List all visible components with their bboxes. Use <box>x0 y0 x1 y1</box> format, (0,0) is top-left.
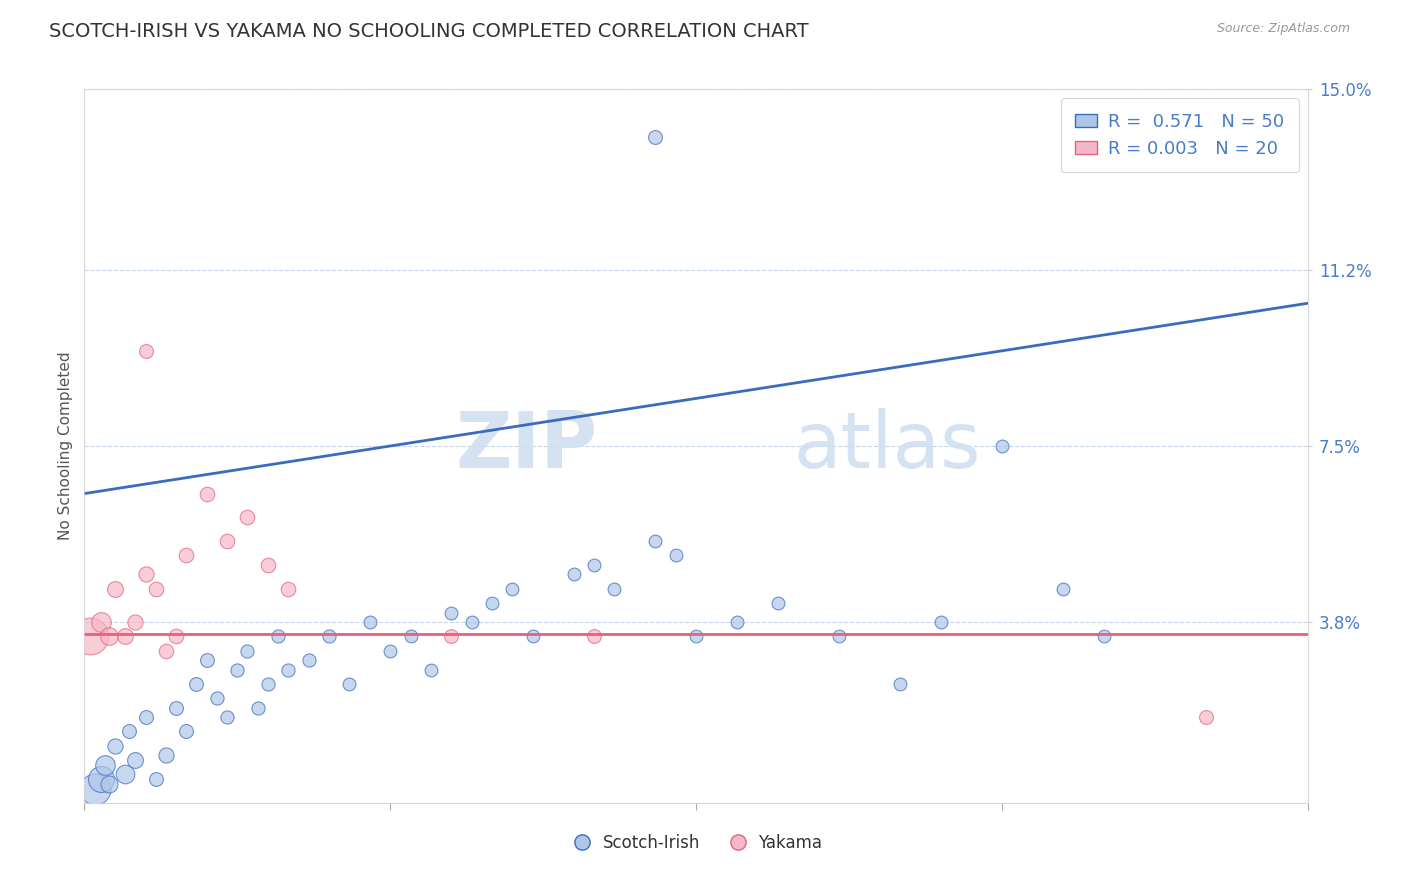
Point <box>339 677 361 691</box>
Point <box>828 629 851 643</box>
Y-axis label: No Schooling Completed: No Schooling Completed <box>58 351 73 541</box>
Point <box>226 663 249 677</box>
Point <box>359 615 381 629</box>
Point <box>104 582 127 596</box>
Point <box>481 596 503 610</box>
Point <box>380 643 402 657</box>
Point <box>93 757 115 772</box>
Point <box>246 700 269 714</box>
Text: ZIP: ZIP <box>456 408 598 484</box>
Point <box>1092 629 1115 643</box>
Point <box>502 582 524 596</box>
Point <box>104 739 127 753</box>
Legend: Scotch-Irish, Yakama: Scotch-Irish, Yakama <box>562 828 830 859</box>
Point <box>165 629 187 643</box>
Point <box>174 549 197 563</box>
Point <box>1052 582 1074 596</box>
Text: SCOTCH-IRISH VS YAKAMA NO SCHOOLING COMPLETED CORRELATION CHART: SCOTCH-IRISH VS YAKAMA NO SCHOOLING COMP… <box>49 22 808 41</box>
Point <box>90 772 112 786</box>
Point <box>83 781 105 796</box>
Point <box>217 534 239 549</box>
Point <box>644 129 666 144</box>
Point <box>135 710 157 724</box>
Point <box>195 653 218 667</box>
Point <box>79 629 101 643</box>
Point <box>267 629 290 643</box>
Point <box>236 510 259 524</box>
Point <box>461 615 484 629</box>
Text: atlas: atlas <box>794 408 981 484</box>
Point <box>420 663 443 677</box>
Point <box>118 724 141 739</box>
Point <box>562 567 585 582</box>
Point <box>603 582 626 596</box>
Point <box>124 753 146 767</box>
Point <box>135 567 157 582</box>
Point <box>165 700 187 714</box>
Point <box>186 677 208 691</box>
Point <box>929 615 952 629</box>
Point <box>766 596 789 610</box>
Point <box>155 748 177 763</box>
Point <box>522 629 544 643</box>
Point <box>583 629 606 643</box>
Point <box>991 439 1014 453</box>
Point <box>725 615 748 629</box>
Point <box>155 643 177 657</box>
Point <box>399 629 422 643</box>
Text: Source: ZipAtlas.com: Source: ZipAtlas.com <box>1216 22 1350 36</box>
Point <box>90 615 112 629</box>
Point <box>174 724 197 739</box>
Point <box>145 772 167 786</box>
Point <box>217 710 239 724</box>
Point <box>440 606 463 620</box>
Point <box>318 629 340 643</box>
Point <box>236 643 259 657</box>
Point <box>583 558 606 572</box>
Point <box>145 582 167 596</box>
Point <box>889 677 911 691</box>
Point <box>97 629 120 643</box>
Point <box>205 691 228 706</box>
Point <box>277 582 299 596</box>
Point <box>298 653 321 667</box>
Point <box>1195 710 1218 724</box>
Point <box>644 534 666 549</box>
Point <box>135 343 157 358</box>
Point <box>685 629 707 643</box>
Point <box>257 677 280 691</box>
Point <box>114 767 136 781</box>
Point <box>257 558 280 572</box>
Point <box>665 549 688 563</box>
Point <box>114 629 136 643</box>
Point <box>97 777 120 791</box>
Point <box>277 663 299 677</box>
Point <box>440 629 463 643</box>
Point <box>195 486 218 500</box>
Point <box>124 615 146 629</box>
